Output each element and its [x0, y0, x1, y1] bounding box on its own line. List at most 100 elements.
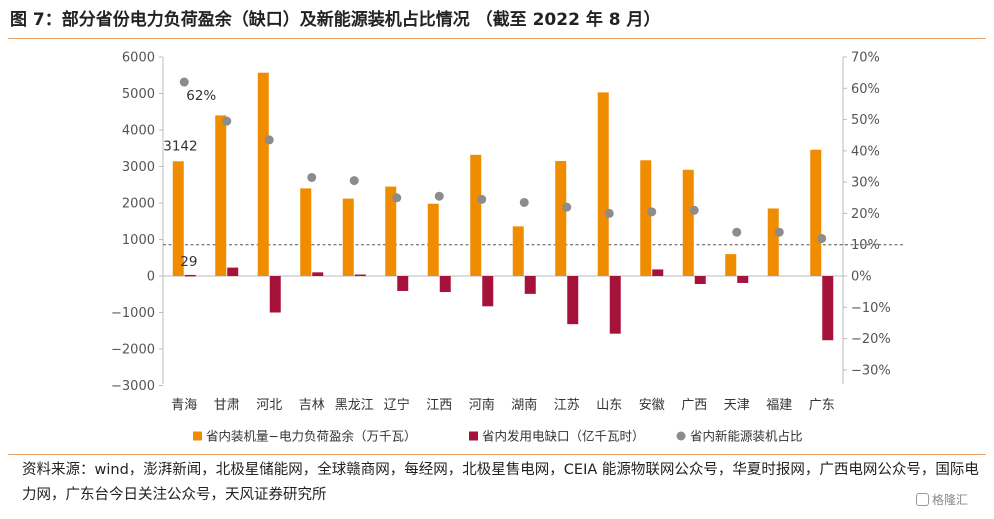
category-label: 湖南: [511, 397, 537, 413]
left-axis-tick-label: 1000: [122, 233, 155, 248]
share-point: [307, 172, 317, 182]
share-point: [222, 116, 232, 126]
bar-surplus: [810, 149, 822, 276]
share-point: [392, 193, 402, 203]
right-axis-tick-label: 20%: [851, 207, 880, 222]
bar-surplus: [342, 198, 354, 276]
share-point: [434, 191, 444, 201]
share-point: [647, 207, 657, 217]
share-point: [562, 202, 572, 212]
bar-surplus: [470, 154, 482, 276]
right-axis-tick-label: −20%: [851, 332, 891, 347]
category-label: 广东: [809, 398, 835, 413]
data-label-gap: 29: [180, 254, 197, 270]
category-label: 吉林: [299, 398, 325, 413]
data-label-surplus: 3142: [163, 138, 197, 154]
share-point: [774, 227, 784, 237]
share-point: [604, 208, 614, 218]
watermark: 格隆汇: [916, 491, 968, 508]
share-point: [732, 227, 742, 237]
category-label: 福建: [766, 398, 792, 413]
watermark-text: 格隆汇: [932, 493, 969, 507]
bar-surplus: [512, 226, 524, 276]
bar-gap: [524, 276, 536, 294]
share-point: [689, 205, 699, 215]
bar-surplus: [427, 203, 439, 276]
left-axis-tick-label: −1000: [111, 306, 155, 321]
right-axis-tick-label: 70%: [851, 51, 880, 66]
bar-surplus: [725, 254, 737, 276]
bar-gap: [567, 276, 579, 325]
bar-gap: [694, 276, 706, 285]
left-axis-tick-label: 4000: [122, 124, 155, 139]
category-label: 广西: [681, 398, 707, 413]
category-label: 山东: [596, 398, 622, 413]
bar-gap: [184, 274, 196, 277]
left-axis-tick-label: 2000: [122, 197, 155, 212]
category-label: 辽宁: [384, 397, 410, 413]
share-point: [179, 77, 189, 87]
bar-gap: [397, 276, 409, 291]
left-axis-tick-label: 6000: [122, 51, 155, 66]
bar-gap: [269, 276, 281, 313]
legend-label-share: 省内新能源装机占比: [690, 429, 803, 444]
data-label-share: 62%: [186, 88, 216, 104]
bar-surplus: [640, 160, 652, 276]
right-axis-tick-label: 40%: [851, 144, 880, 159]
bar-surplus: [172, 161, 184, 276]
category-label: 黑龙江: [335, 398, 374, 413]
bar-gap: [482, 276, 494, 307]
left-axis-tick-label: 0: [147, 270, 155, 285]
category-label: 天津: [724, 398, 750, 413]
left-axis-tick-label: −3000: [111, 379, 155, 394]
right-axis-tick-label: −30%: [851, 363, 891, 378]
category-label: 江西: [426, 398, 452, 413]
right-axis-tick-label: 0%: [851, 270, 872, 285]
category-label: 甘肃: [214, 398, 240, 413]
legend-label-surplus: 省内装机量−电力负荷盈余（万千瓦）: [206, 429, 416, 444]
right-axis-tick-label: 10%: [851, 238, 880, 253]
right-axis-tick-label: 50%: [851, 113, 880, 128]
bar-surplus: [215, 115, 227, 277]
share-point: [264, 135, 274, 145]
share-point: [817, 233, 827, 243]
title-divider: [8, 38, 986, 39]
bar-gap: [822, 276, 834, 341]
left-axis-tick-label: 5000: [122, 87, 155, 102]
bar-gap: [439, 276, 451, 293]
category-label: 河南: [469, 397, 495, 413]
share-point: [477, 194, 487, 204]
left-axis-tick-label: 3000: [122, 160, 155, 175]
chart-title: 图 7：部分省份电力负荷盈余（缺口）及新能源装机占比情况 （截至 2022 年 …: [10, 10, 661, 30]
bar-gap: [312, 272, 324, 276]
category-label: 江苏: [554, 397, 580, 413]
bar-gap: [737, 276, 749, 283]
bar-surplus: [257, 72, 269, 276]
bar-surplus: [555, 161, 567, 276]
bar-gap: [354, 274, 366, 277]
legend-label-gap: 省内发用电缺口（亿千瓦时）: [482, 429, 645, 444]
right-axis-tick-label: 30%: [851, 176, 880, 191]
category-label: 青海: [171, 398, 197, 413]
chart-area: 6000 5000 4000 3000 2000 1000 0 −1000 −2000 −3000…: [111, 51, 903, 444]
legend-swatch-surplus: [193, 431, 202, 441]
footer-divider: [8, 454, 986, 455]
bar-gap: [227, 267, 239, 276]
legend-swatch-gap: [469, 431, 478, 441]
right-axis-tick-label: −10%: [851, 301, 891, 316]
bar-gap: [652, 269, 664, 276]
watermark-logo-icon: [916, 493, 929, 506]
share-point: [349, 176, 359, 186]
bar-surplus: [385, 186, 397, 276]
source-note: 资料来源：wind，澎湃新闻，北极星储能网，全球赣商网，每经网，北极星售电网，C…: [22, 462, 979, 503]
category-label: 河北: [256, 398, 282, 413]
bar-surplus: [300, 188, 312, 276]
bar-surplus: [597, 92, 609, 276]
category-label: 安徽: [639, 398, 665, 413]
share-point: [519, 197, 529, 207]
legend-swatch-share: [676, 431, 686, 441]
left-axis-tick-label: −2000: [111, 343, 155, 358]
bar-surplus: [682, 169, 694, 276]
bar-gap: [609, 276, 621, 334]
bar-surplus: [767, 208, 779, 276]
